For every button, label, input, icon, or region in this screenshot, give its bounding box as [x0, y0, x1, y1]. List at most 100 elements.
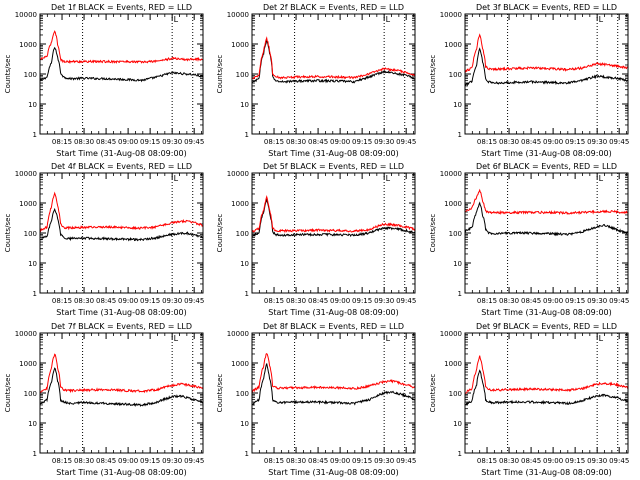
y-tick-label: 1000 [444, 200, 462, 208]
lld-series-line [464, 188, 628, 216]
panel-3: Det 3f BLACK = Events, RED = LLD Counts/s… [429, 3, 629, 158]
x-tick-label: 09:00 [543, 297, 563, 305]
plot-frame [251, 13, 416, 135]
x-tick-label: 08:45 [521, 297, 541, 305]
x-tick-label: 09:30 [587, 138, 607, 146]
y-tick-label: 1000 [444, 41, 462, 49]
events-series-line [464, 201, 629, 237]
y-tick-label: 100 [24, 71, 37, 79]
x-tick-label: 08:15 [52, 138, 72, 146]
x-tick-label: 09:45 [184, 138, 204, 146]
plot-frame [39, 172, 204, 294]
y-tick-label: 1 [245, 290, 249, 298]
lld-series-line [464, 355, 629, 395]
y-tick-label: 1 [245, 450, 249, 458]
x-tick-label: 08:45 [521, 457, 541, 465]
x-tick-label: 08:30 [499, 297, 519, 305]
x-tick-label: 08:15 [264, 457, 284, 465]
x-axis-label: Start Time (31-Aug-08 08:09:00) [481, 468, 612, 477]
x-tick-label: 09:30 [374, 297, 394, 305]
lld-series-line [251, 195, 416, 234]
plot-frame [464, 332, 629, 454]
y-tick-label: 1 [33, 450, 37, 458]
events-series-line [251, 363, 416, 406]
x-axis-label: Start Time (31-Aug-08 08:09:00) [56, 468, 187, 477]
x-tick-label: 09:45 [184, 457, 204, 465]
x-tick-label: 09:15 [352, 297, 372, 305]
x-tick-label: 08:15 [477, 138, 497, 146]
plot-frame [464, 172, 629, 294]
x-tick-label: 09:15 [565, 138, 585, 146]
panel-1: Det 1f BLACK = Events, RED = LLD Counts/s… [4, 3, 204, 158]
y-tick-label: 100 [236, 230, 249, 238]
x-tick-label: 09:15 [352, 138, 372, 146]
y-tick-label: 100 [449, 390, 462, 398]
x-axis-label: Start Time (31-Aug-08 08:09:00) [268, 149, 399, 158]
x-tick-label: 09:00 [118, 138, 138, 146]
y-tick-label: 1000 [231, 41, 249, 49]
y-tick-label: 10000 [15, 170, 37, 178]
x-tick-label: 08:45 [521, 138, 541, 146]
marker-label: L [174, 334, 179, 343]
panel-8: Det 8f BLACK = Events, RED = LLD Counts/s… [216, 322, 416, 477]
x-tick-label: 08:15 [477, 297, 497, 305]
y-tick-label: 10 [453, 420, 462, 428]
marker-label: L [599, 174, 604, 183]
lld-series-line [251, 353, 416, 393]
marker-label: L [599, 15, 604, 24]
y-tick-label: 100 [24, 230, 37, 238]
y-tick-label: 10 [240, 260, 249, 268]
marker-label: L [599, 334, 604, 343]
y-tick-label: 100 [449, 230, 462, 238]
panel-title: Det 8f BLACK = Events, RED = LLD [263, 322, 404, 331]
x-axis-label: Start Time (31-Aug-08 08:09:00) [268, 468, 399, 477]
panel-2: Det 2f BLACK = Events, RED = LLD Counts/s… [216, 3, 416, 158]
panel-5: Det 5f BLACK = Events, RED = LLD Counts/s… [216, 162, 416, 317]
y-axis-label: Counts/sec [429, 374, 437, 413]
x-axis-label: Start Time (31-Aug-08 08:09:00) [56, 308, 187, 317]
x-tick-label: 08:45 [96, 138, 116, 146]
x-tick-label: 08:45 [96, 457, 116, 465]
plot-frame [39, 332, 204, 454]
y-axis-label: Counts/sec [429, 214, 437, 253]
panel-7: Det 7f BLACK = Events, RED = LLD Counts/s… [4, 322, 204, 477]
x-tick-label: 09:45 [609, 138, 629, 146]
panel-title: Det 7f BLACK = Events, RED = LLD [51, 322, 192, 331]
x-tick-label: 08:45 [308, 457, 328, 465]
x-tick-label: 09:15 [140, 138, 160, 146]
x-tick-label: 09:00 [543, 138, 563, 146]
y-tick-label: 1 [458, 131, 462, 139]
y-axis-label: Counts/sec [4, 55, 12, 94]
y-tick-label: 10 [453, 260, 462, 268]
marker-label: L [386, 174, 391, 183]
y-axis-label: Counts/sec [4, 374, 12, 413]
x-axis-label: Start Time (31-Aug-08 08:09:00) [268, 308, 399, 317]
panel-9: Det 9f BLACK = Events, RED = LLD Counts/s… [429, 322, 629, 477]
events-series-line [464, 369, 629, 406]
x-tick-label: 09:45 [396, 297, 416, 305]
panel-title: Det 6f BLACK = Events, RED = LLD [476, 162, 617, 171]
x-axis-label: Start Time (31-Aug-08 08:09:00) [481, 149, 612, 158]
x-tick-label: 09:45 [609, 457, 629, 465]
events-series-line [251, 38, 415, 84]
y-axis-label: Counts/sec [429, 55, 437, 94]
y-tick-label: 1 [458, 290, 462, 298]
y-tick-label: 1 [33, 131, 37, 139]
marker-label: L [174, 15, 179, 24]
x-tick-label: 09:00 [118, 457, 138, 465]
x-tick-label: 09:30 [162, 138, 182, 146]
x-tick-label: 09:45 [396, 138, 416, 146]
events-series-line [251, 198, 415, 238]
lld-series-line [39, 30, 203, 65]
y-tick-label: 10000 [440, 170, 462, 178]
y-tick-label: 1 [458, 450, 462, 458]
x-tick-label: 09:30 [587, 457, 607, 465]
marker-label: L [386, 334, 391, 343]
y-tick-label: 10000 [227, 11, 249, 19]
x-tick-label: 08:30 [74, 297, 94, 305]
panel-4: Det 4f BLACK = Events, RED = LLD Counts/s… [4, 162, 204, 317]
lld-series-line [39, 353, 204, 394]
lld-series-line [251, 36, 416, 80]
y-axis-label: Counts/sec [4, 214, 12, 253]
y-tick-label: 10 [240, 420, 249, 428]
